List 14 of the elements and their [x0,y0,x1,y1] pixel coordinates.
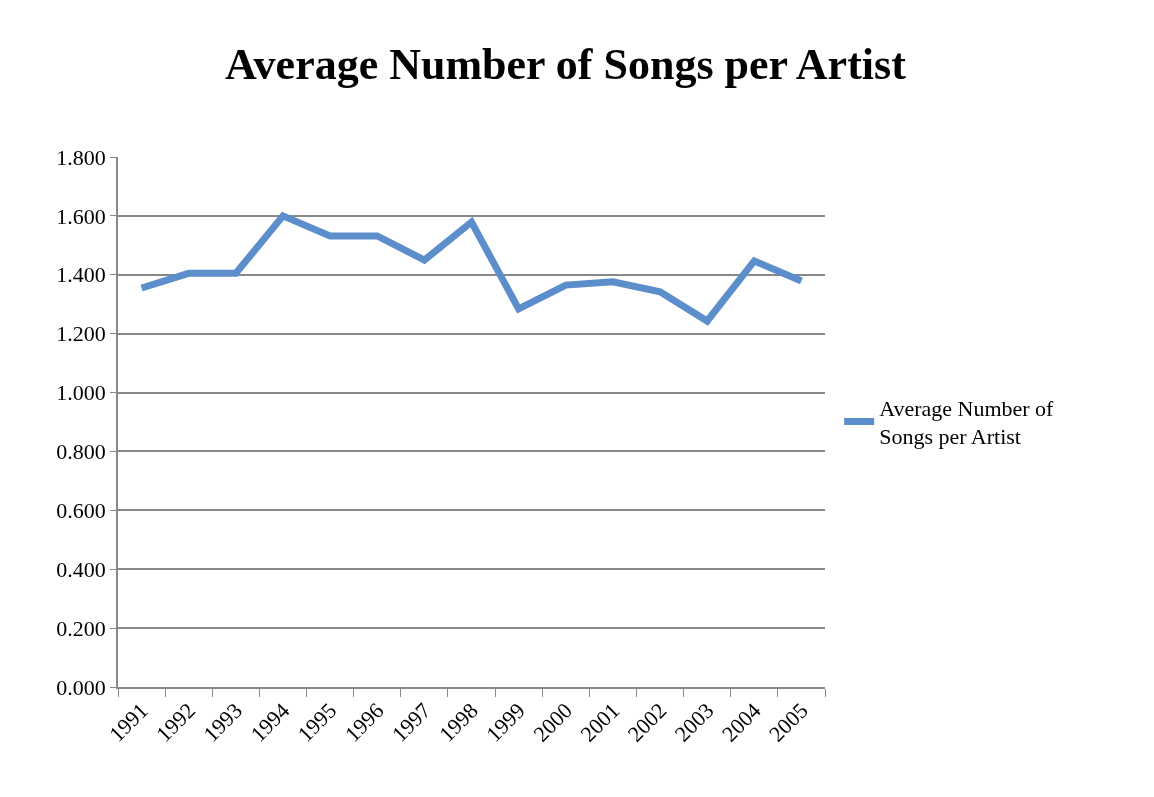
y-tick-label: 1.800 [56,144,106,170]
y-tick-label: 0.600 [56,498,106,524]
legend-label: Average Number of Songs per Artist [879,395,1055,450]
y-tick-label: 1.600 [56,203,106,229]
x-tick-label: 2001 [575,697,625,747]
y-tick-label: 0.200 [56,615,106,641]
y-tick-label: 1.400 [56,262,106,288]
y-tick-label: 1.000 [56,380,106,406]
x-tick-label: 1991 [104,697,153,747]
y-tick-label: 0.400 [56,556,106,582]
y-tick-label: 0.000 [56,674,106,700]
y-tick-label: 0.800 [56,439,106,465]
y-tick-label: 1.200 [56,321,106,347]
chart-title: Average Number of Songs per Artist [225,39,907,89]
